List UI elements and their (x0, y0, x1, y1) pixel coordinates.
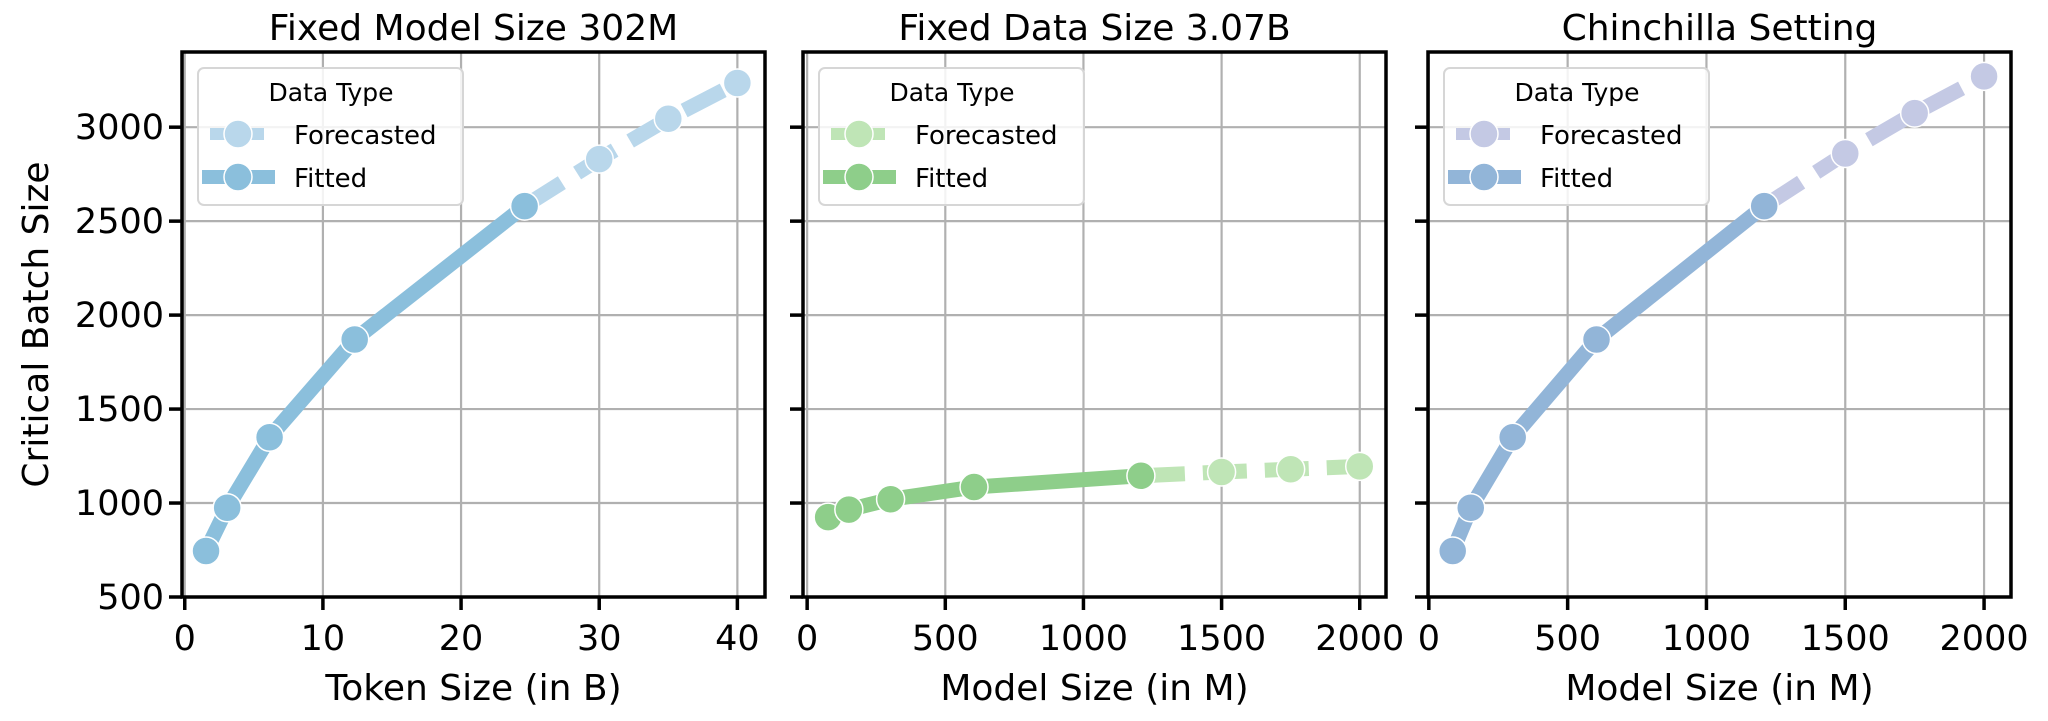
legend-fitted-marker-icon (844, 162, 874, 192)
x-tick-label: 40 (715, 619, 760, 659)
y-tick-label: 3000 (75, 108, 164, 148)
legend-entry-fitted: Fitted (294, 164, 367, 194)
data-point-fitted (1437, 536, 1468, 566)
axes-frame (1426, 50, 2013, 599)
x-tick-label: 0 (174, 619, 196, 659)
data-point-fitted (959, 472, 989, 502)
legend: Data Type Forecasted Fitted (197, 67, 464, 206)
series-line-forecasted (1760, 69, 1988, 213)
data-point-forecasted (1345, 451, 1375, 482)
panel-3: 0 500 1000 1500 2000 Chinchilla Setting Model … (1415, 8, 2029, 709)
data-point-fitted (1456, 492, 1486, 523)
data-point-forecasted (1969, 61, 1999, 92)
series-line-fitted (1445, 200, 1769, 554)
x-tick-label: 10 (301, 619, 346, 659)
x-axis-label: Model Size (in M) (1565, 668, 1873, 709)
legend-forecasted-marker-icon (223, 119, 253, 149)
panel-2: 0 500 1000 1500 2000 Fixed Data Size 3.07B Mod… (790, 8, 1404, 709)
x-tick-label: 1500 (1177, 619, 1266, 659)
data-point-fitted (212, 492, 242, 523)
axes-frame (180, 50, 767, 599)
x-tick-label: 500 (1534, 619, 1601, 659)
legend-fitted-marker-icon (223, 162, 253, 192)
chart-title: Fixed Model Size 302M (269, 8, 678, 49)
series-line-forecasted (520, 76, 741, 213)
y-tick-label: 2500 (75, 202, 164, 242)
data-point-fitted (1581, 324, 1612, 355)
legend-title: Data Type (268, 78, 393, 107)
legend-title: Data Type (889, 78, 1014, 107)
x-tick-label: 1000 (1039, 619, 1128, 659)
series-line-forecasted (1140, 458, 1361, 484)
data-point-forecasted (1206, 457, 1237, 487)
data-point-fitted (1126, 461, 1156, 491)
data-point-fitted (339, 324, 370, 355)
legend-entry-forecasted: Forecasted (915, 121, 1058, 151)
data-point-fitted (191, 536, 221, 566)
x-axis-label: Model Size (in M) (940, 668, 1248, 709)
data-point-forecasted (722, 68, 753, 98)
x-tick-label: 1000 (1662, 619, 1751, 659)
data-point-fitted (834, 494, 864, 525)
y-tick-label: 500 (97, 578, 164, 618)
series-line-fitted (199, 200, 530, 555)
data-point-forecasted (584, 144, 614, 174)
y-tick-label: 1000 (75, 484, 164, 524)
y-tick-label: 2000 (75, 296, 164, 336)
panel-1: 0 10 20 30 40 500 1000 1500 2000 2500 3000 Fixed Mo… (16, 8, 767, 709)
data-point-forecasted (1830, 138, 1861, 169)
axes-frame (801, 50, 1388, 599)
y-axis-label: Critical Batch Size (16, 161, 57, 487)
chart-title: Fixed Data Size 3.07B (898, 8, 1290, 49)
x-tick-label: 1500 (1801, 619, 1890, 659)
legend-entry-fitted: Fitted (1540, 164, 1613, 194)
data-point-forecasted (1275, 454, 1306, 484)
data-point-fitted (875, 484, 906, 515)
legend-entry-forecasted: Forecasted (1540, 121, 1683, 151)
legend-forecasted-marker-icon (1469, 119, 1499, 149)
legend-title: Data Type (1514, 78, 1639, 107)
x-tick-label: 500 (912, 619, 979, 659)
x-tick-label: 20 (439, 619, 484, 659)
chart-title: Chinchilla Setting (1562, 8, 1878, 49)
data-point-fitted (509, 191, 540, 221)
legend-entry-fitted: Fitted (915, 164, 988, 194)
y-tick-label: 1500 (75, 390, 164, 430)
data-point-fitted (1497, 422, 1528, 453)
legend-entry-forecasted: Forecasted (294, 121, 437, 151)
data-point-forecasted (653, 103, 684, 134)
legend-forecasted-marker-icon (844, 119, 874, 149)
x-tick-label: 0 (796, 619, 818, 659)
legend: Data Type Forecasted Fitted (1443, 67, 1710, 206)
legend-fitted-marker-icon (1469, 162, 1499, 192)
x-tick-label: 2000 (1940, 619, 2029, 659)
data-point-fitted (254, 422, 285, 453)
data-point-forecasted (1899, 98, 1930, 128)
data-point-fitted (1749, 191, 1779, 221)
x-tick-label: 2000 (1315, 619, 1404, 659)
x-tick-label: 30 (577, 619, 622, 659)
x-axis-label: Token Size (in B) (324, 668, 621, 709)
x-tick-label: 0 (1418, 619, 1440, 659)
legend: Data Type Forecasted Fitted (818, 67, 1085, 206)
